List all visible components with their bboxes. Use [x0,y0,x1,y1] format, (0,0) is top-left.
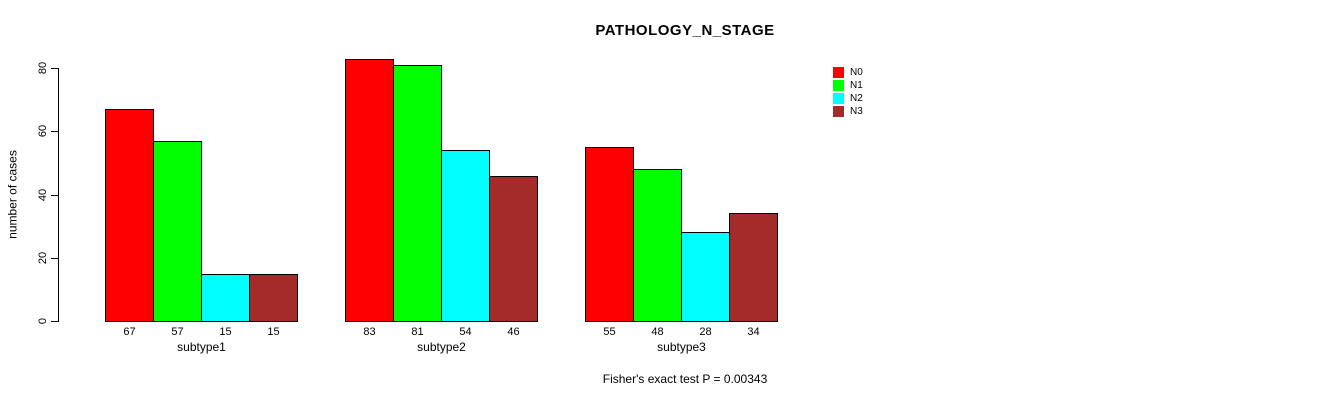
legend-label: N0 [850,67,863,78]
bar-n1-subtype3 [633,169,682,322]
y-axis-tick [51,258,58,259]
y-axis-tick [51,195,58,196]
bar-n2-subtype1 [201,274,250,322]
bar-value-label: 28 [699,326,712,338]
bar-value-label: 54 [459,326,472,338]
bar-n3-subtype1 [249,274,298,322]
legend-swatch-icon [833,67,844,78]
legend-label: N1 [850,80,863,91]
bar-n3-subtype2 [489,176,538,322]
bar-n1-subtype2 [393,65,442,322]
bar-n0-subtype1 [105,109,154,322]
y-axis-label: number of cases [5,150,20,239]
legend-label: N3 [850,106,863,117]
legend-swatch-icon [833,106,844,117]
bar-n0-subtype2 [345,59,394,322]
bar-n2-subtype2 [441,150,490,322]
bar-n0-subtype3 [585,147,634,322]
category-label: subtype1 [177,340,226,354]
y-axis-tick-label: 60 [37,124,49,138]
bar-value-label: 48 [651,326,664,338]
legend: N0 N1 N2 N3 [833,66,863,118]
legend-swatch-icon [833,80,844,91]
category-label: subtype2 [417,340,466,354]
bar-value-label: 15 [267,326,280,338]
y-axis-tick [51,131,58,132]
legend-swatch-icon [833,93,844,104]
bar-n1-subtype1 [153,141,202,322]
y-axis-line [58,68,59,322]
bar-value-label: 57 [171,326,184,338]
bar-value-label: 34 [747,326,760,338]
y-axis-tick [51,321,58,322]
legend-label: N2 [850,93,863,104]
bar-value-label: 81 [411,326,424,338]
bar-value-label: 15 [219,326,232,338]
y-axis-tick-label: 80 [37,61,49,75]
chart-title: PATHOLOGY_N_STAGE [595,22,775,39]
footnote: Fisher's exact test P = 0.00343 [602,372,768,386]
y-axis-tick-label: 0 [37,317,49,325]
category-label: subtype3 [657,340,706,354]
legend-item-n1: N1 [833,79,863,92]
legend-item-n2: N2 [833,92,863,105]
bar-n3-subtype3 [729,213,778,322]
legend-item-n3: N3 [833,105,863,118]
bar-value-label: 83 [363,326,376,338]
y-axis-tick [51,68,58,69]
bar-n2-subtype3 [681,232,730,322]
y-axis-tick-label: 20 [37,251,49,265]
bar-value-label: 55 [603,326,616,338]
legend-item-n0: N0 [833,66,863,79]
y-axis-tick-label: 40 [37,188,49,202]
bar-value-label: 67 [123,326,136,338]
bar-value-label: 46 [507,326,520,338]
